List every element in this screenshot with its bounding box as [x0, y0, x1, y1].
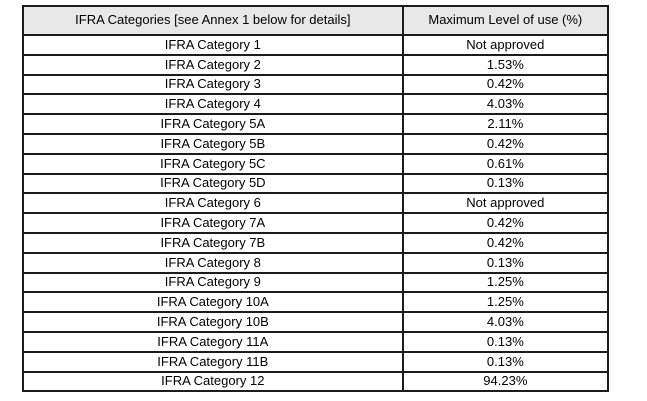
max-level-cell: 2.11%: [401, 113, 610, 135]
table-row: IFRA Category 4 4.03%: [22, 93, 610, 116]
table-row: IFRA Category 9 1.25%: [22, 271, 610, 294]
category-cell: IFRA Category 5A: [22, 113, 404, 135]
table-row: IFRA Category 1 Not approved: [22, 34, 610, 56]
category-cell: IFRA Category 12: [22, 370, 404, 393]
table-header-row: IFRA Categories [see Annex 1 below for d…: [22, 5, 610, 36]
table-row: IFRA Category 11B 0.13%: [22, 350, 610, 373]
category-cell: IFRA Category 6: [22, 192, 404, 215]
table-row: IFRA Category 12 94.23%: [22, 370, 610, 393]
table-row: IFRA Category 3 0.42%: [22, 73, 610, 96]
category-cell: IFRA Category 4: [22, 93, 404, 116]
category-cell: IFRA Category 8: [22, 251, 404, 274]
category-cell: IFRA Category 9: [22, 271, 404, 294]
column-header-max-level: Maximum Level of use (%): [401, 5, 610, 36]
category-cell: IFRA Category 7A: [22, 212, 404, 234]
table-row: IFRA Category 2 1.53%: [22, 53, 610, 76]
column-header-ifra-categories: IFRA Categories [see Annex 1 below for d…: [22, 5, 404, 36]
max-level-cell: Not approved: [401, 192, 610, 215]
category-cell: IFRA Category 11A: [22, 330, 404, 353]
category-cell: IFRA Category 5B: [22, 132, 404, 155]
max-level-cell: 0.13%: [401, 251, 610, 274]
max-level-cell: 1.25%: [401, 271, 610, 294]
category-cell: IFRA Category 2: [22, 53, 404, 76]
table-row: IFRA Category 10B 4.03%: [22, 311, 610, 333]
max-level-cell: 0.42%: [401, 73, 610, 96]
table-body: IFRA Category 1 Not approved IFRA Category…: [22, 34, 610, 393]
max-level-cell: 1.25%: [401, 291, 610, 314]
table-row: IFRA Category 5A 2.11%: [22, 113, 610, 135]
table-row: IFRA Category 10A 1.25%: [22, 291, 610, 314]
max-level-cell: 0.13%: [401, 350, 610, 373]
table-row: IFRA Category 6 Not approved: [22, 192, 610, 215]
max-level-cell: 4.03%: [401, 93, 610, 116]
max-level-cell: 4.03%: [401, 311, 610, 333]
category-cell: IFRA Category 5C: [22, 152, 404, 175]
table-row: IFRA Category 7B 0.42%: [22, 231, 610, 254]
table-row: IFRA Category 7A 0.42%: [22, 212, 610, 234]
max-level-cell: 1.53%: [401, 53, 610, 76]
max-level-cell: 0.42%: [401, 212, 610, 234]
max-level-cell: 0.13%: [401, 172, 610, 195]
max-level-cell: 94.23%: [401, 370, 610, 393]
category-cell: IFRA Category 3: [22, 73, 404, 96]
category-cell: IFRA Category 10B: [22, 311, 404, 333]
category-cell: IFRA Category 10A: [22, 291, 404, 314]
max-level-cell: 0.42%: [401, 132, 610, 155]
category-cell: IFRA Category 5D: [22, 172, 404, 195]
category-cell: IFRA Category 7B: [22, 231, 404, 254]
ifra-categories-table: IFRA Categories [see Annex 1 below for d…: [22, 5, 610, 393]
table-row: IFRA Category 11A 0.13%: [22, 330, 610, 353]
table-row: IFRA Category 5C 0.61%: [22, 152, 610, 175]
category-cell: IFRA Category 1: [22, 34, 404, 56]
max-level-cell: 0.13%: [401, 330, 610, 353]
max-level-cell: 0.42%: [401, 231, 610, 254]
table-row: IFRA Category 8 0.13%: [22, 251, 610, 274]
max-level-cell: Not approved: [401, 34, 610, 56]
max-level-cell: 0.61%: [401, 152, 610, 175]
table-row: IFRA Category 5B 0.42%: [22, 132, 610, 155]
table-row: IFRA Category 5D 0.13%: [22, 172, 610, 195]
category-cell: IFRA Category 11B: [22, 350, 404, 373]
